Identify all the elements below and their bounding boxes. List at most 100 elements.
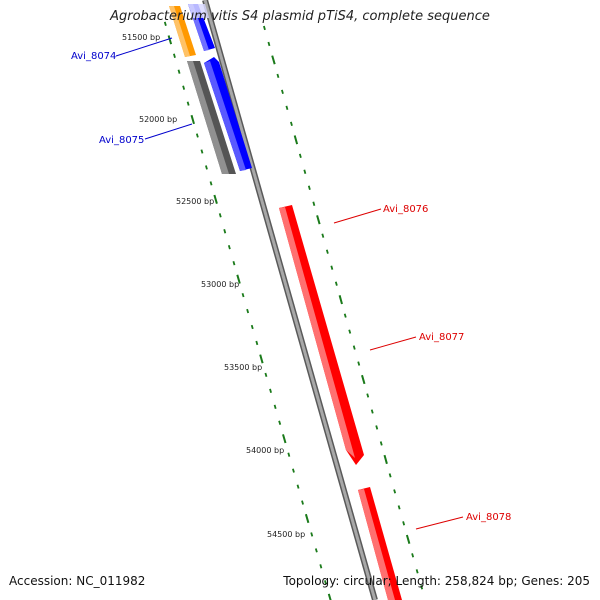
tick-mark — [167, 35, 173, 45]
tick-mark — [190, 114, 195, 125]
tick-mark — [415, 569, 419, 574]
backbone — [202, 0, 378, 600]
tick-mark — [223, 229, 227, 234]
leader-avi-8077 — [369, 336, 417, 351]
gene-label-avi-8076[interactable]: Avi_8076 — [383, 204, 428, 215]
tick-mark — [321, 233, 325, 238]
tick-label-52500: 52500 bp — [176, 197, 214, 206]
tick-mark — [246, 308, 250, 314]
tick-mark — [282, 434, 287, 444]
tick-mark — [264, 372, 268, 378]
gene-avi-8075[interactable] — [204, 57, 252, 171]
accession-text: Accession: NC_011982 — [9, 574, 146, 588]
tick-mark — [263, 25, 266, 31]
gene-avi-8078[interactable] — [358, 487, 402, 600]
tick-mark — [357, 361, 361, 366]
tick-mark — [182, 85, 186, 90]
tick-mark — [319, 564, 323, 569]
tick-mark — [303, 169, 307, 174]
leader-avi-8076 — [333, 208, 382, 224]
tick-label-51500: 51500 bp — [122, 33, 160, 42]
tick-mark — [366, 393, 370, 398]
tick-mark — [227, 245, 231, 250]
tick-mark — [383, 454, 388, 465]
tick-mark — [352, 345, 356, 350]
gene-labels: Avi_8074 Avi_8075 Avi_8076 Avi_8077 Avi_… — [71, 51, 511, 523]
tick-mark — [325, 249, 329, 254]
tick-mark — [334, 281, 338, 286]
gene-avi-8074[interactable] — [188, 4, 215, 51]
tick-mark — [259, 354, 264, 364]
gene-gray[interactable] — [187, 61, 236, 174]
tick-mark — [218, 213, 222, 218]
gene-label-avi-8078[interactable]: Avi_8078 — [466, 512, 511, 523]
tick-mark — [255, 340, 259, 346]
gene-avi-8076[interactable] — [279, 205, 364, 465]
tick-mark — [307, 185, 311, 190]
tick-mark — [312, 201, 316, 206]
tick-mark — [173, 53, 176, 58]
tick-mark — [278, 420, 282, 425]
tick-mark — [205, 165, 208, 170]
tick-mark — [250, 324, 254, 330]
tick-mark — [330, 265, 334, 270]
tick-mark — [287, 452, 291, 457]
tick-label-54500: 54500 bp — [267, 530, 305, 539]
tick-mark — [163, 21, 167, 26]
tick-mark — [393, 489, 397, 494]
tick-mark — [348, 329, 352, 334]
tick-mark — [200, 149, 204, 154]
tick-mark — [290, 121, 293, 127]
tick-mark — [195, 133, 199, 138]
tick-mark — [314, 548, 318, 553]
tick-mark — [402, 521, 406, 526]
tick-label-54000: 54000 bp — [246, 446, 284, 455]
tick-mark — [232, 261, 236, 266]
tick-mark — [236, 274, 241, 284]
page-title: Agrobacterium vitis S4 plasmid pTiS4, co… — [110, 9, 490, 24]
leader-avi-8075 — [144, 123, 193, 140]
tick-mark — [177, 69, 181, 74]
tick-mark — [338, 295, 343, 305]
tick-mark — [324, 580, 327, 585]
leader-lines — [115, 37, 464, 530]
tick-mark — [285, 105, 289, 111]
tick-labels: 51500 bp 52000 bp 52500 bp 53000 bp 5350… — [122, 33, 305, 539]
tick-mark — [298, 153, 302, 158]
tick-mark — [379, 441, 383, 446]
tick-mark — [310, 532, 314, 537]
tick-mark — [420, 585, 424, 590]
tick-mark — [276, 73, 280, 79]
tick-mark — [397, 505, 401, 510]
tick-mark — [271, 55, 276, 65]
gene-label-avi-8074[interactable]: Avi_8074 — [71, 51, 116, 62]
tick-mark — [405, 534, 411, 544]
tick-mark — [186, 101, 190, 106]
tick-mark — [375, 425, 379, 430]
gene-label-avi-8077[interactable]: Avi_8077 — [419, 332, 464, 343]
tick-label-53000: 53000 bp — [201, 280, 239, 289]
leader-avi-8074 — [115, 37, 173, 57]
tick-mark — [213, 194, 218, 204]
tick-mark — [370, 409, 374, 414]
tick-mark — [241, 292, 245, 298]
tick-mark — [316, 215, 321, 225]
tick-mark — [209, 181, 213, 186]
tick-mark — [293, 135, 299, 145]
genes — [169, 4, 402, 600]
tick-mark — [411, 553, 415, 558]
tick-mark — [296, 484, 300, 489]
tick-mark — [273, 404, 277, 409]
gene-orange[interactable] — [169, 6, 196, 57]
leader-avi-8078 — [415, 516, 464, 530]
topology-summary: Topology: circular; Length: 258,824 bp; … — [283, 574, 590, 588]
tick-mark — [269, 388, 272, 394]
tick-mark — [361, 374, 366, 385]
tick-mark — [304, 513, 310, 524]
tick-mark — [292, 468, 295, 473]
gene-label-avi-8075[interactable]: Avi_8075 — [99, 135, 144, 146]
tick-mark — [327, 593, 332, 600]
tick-label-53500: 53500 bp — [224, 363, 262, 372]
